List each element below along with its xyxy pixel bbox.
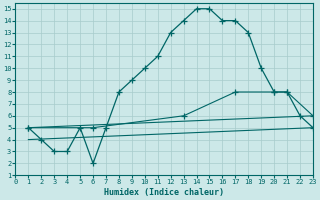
- X-axis label: Humidex (Indice chaleur): Humidex (Indice chaleur): [104, 188, 224, 197]
